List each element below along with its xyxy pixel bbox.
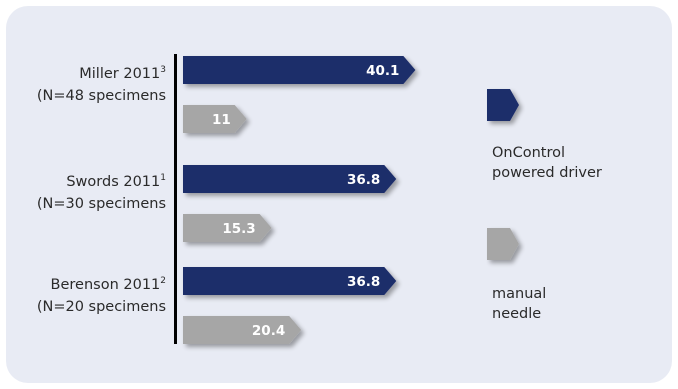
legend-label-1: powered driver: [492, 165, 602, 181]
data-label-series-1-category-3: 36.8: [347, 274, 380, 290]
data-label-series-1-category-1: 40.1: [366, 63, 399, 79]
category-labels: Miller 20113 (N=48 specimens Swords 20111 (…: [37, 65, 166, 315]
bar-series-2-category-3: [183, 316, 302, 344]
bar-series-2-category-1: [183, 105, 247, 133]
bar-series-1-category-3: [183, 267, 397, 295]
category-sublabel-3: (N=20 specimens: [37, 299, 166, 315]
legend-swatch-2: [487, 228, 519, 260]
data-label-series-2-category-2: 15.3: [222, 221, 255, 237]
category-sublabel-2: (N=30 specimens: [37, 196, 166, 212]
legend-label-2: manual: [492, 286, 546, 302]
legend-swatch-1: [487, 89, 519, 121]
bar-series-1-category-1: [183, 56, 416, 84]
category-sublabel-1: (N=48 specimens: [37, 88, 166, 104]
legend-label-1: OnControl: [492, 145, 565, 161]
plot-area: 40.1 36.8 36.8 11 15.3 20.4: [183, 56, 416, 344]
bar-series-2-category-2: [183, 214, 272, 242]
legend-label-2: needle: [492, 306, 541, 322]
category-label-1: Miller 20113: [79, 65, 166, 82]
legend: OnControl powered driver manual needle: [487, 89, 602, 322]
category-label-2: Swords 20111: [66, 173, 166, 190]
bar-series-1-category-2: [183, 165, 397, 193]
data-label-series-2-category-3: 20.4: [252, 323, 285, 339]
category-label-3: Berenson 20112: [51, 276, 166, 293]
data-label-series-2-category-1: 11: [212, 112, 231, 128]
data-label-series-1-category-2: 36.8: [347, 172, 380, 188]
